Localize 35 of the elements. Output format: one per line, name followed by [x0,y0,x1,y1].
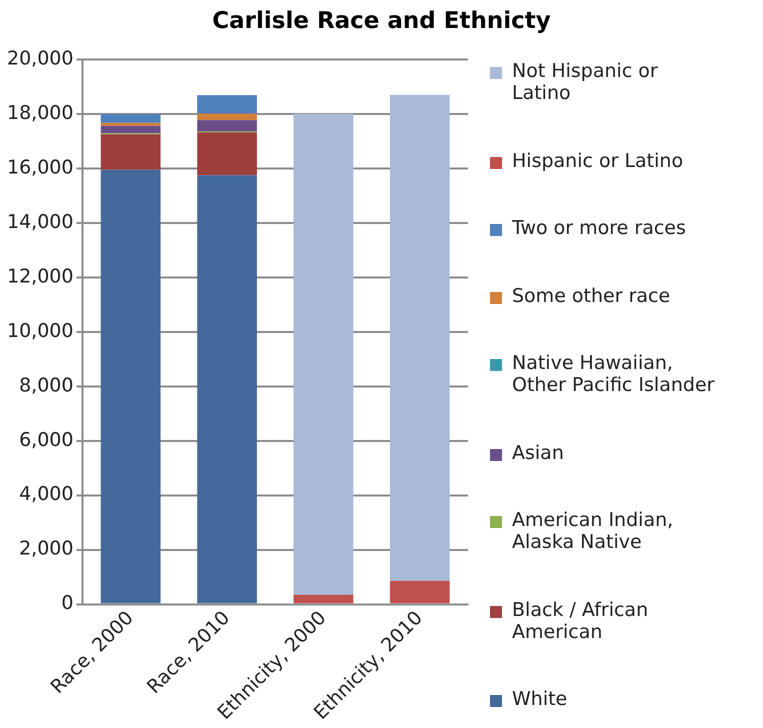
legend-label: Not Hispanic or Latino [512,60,659,104]
y-tick-label: 16,000 [6,156,74,178]
bar [197,95,257,114]
bar [294,594,354,604]
legend-label: Native Hawaiian, Other Pacific Islander [512,352,716,396]
y-tick-label: 4,000 [19,483,74,506]
y-tick-label: 10,000 [6,320,74,342]
legend-label: Hispanic or Latino [512,150,684,172]
y-tick-label: 14,000 [6,210,74,233]
y-tick-label: 20,000 [6,47,74,70]
y-tick-label: 18,000 [6,102,74,124]
bar [100,170,161,604]
y-tick-label: 0 [61,592,74,614]
bar [100,126,161,134]
legend-label: Some other race [512,284,670,306]
y-tick-label: 2,000 [19,538,74,560]
y-tick-label: 6,000 [19,428,74,451]
legend-label: American Indian, Alaska Native [512,509,674,553]
y-tick-label: 8,000 [19,374,74,396]
legend-label: Two or more races [512,217,686,239]
bar [390,580,450,604]
bar [100,134,161,170]
bar [197,114,257,120]
bar [100,114,161,123]
y-tick-label: 12,000 [6,265,74,288]
chart-title: Carlisle Race and Ethnicty [211,8,552,34]
legend-label: White [512,688,568,710]
bar [197,175,257,604]
legend-label: Asian [512,442,564,464]
bar [197,120,257,132]
bar [100,122,161,126]
bar [197,132,257,176]
legend-label: Black / African American [512,598,650,642]
bar [294,114,354,595]
bar [390,94,450,581]
